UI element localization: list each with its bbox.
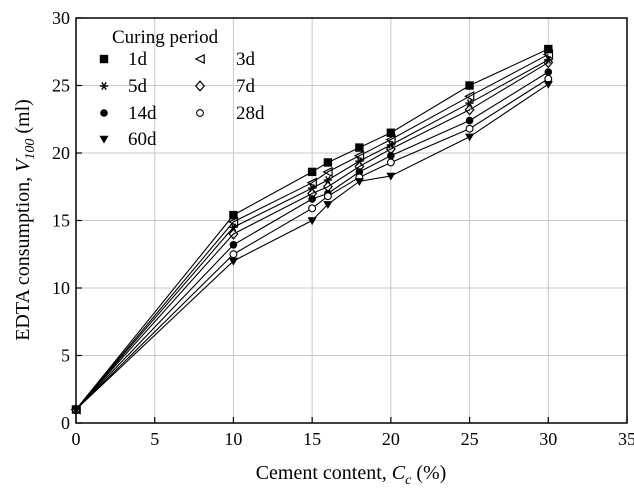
data-point-1d — [307, 167, 317, 177]
y-tick-label: 10 — [52, 278, 70, 298]
legend: Curing period 1d 3d 5d 7d 14d 28d 60d — [99, 27, 265, 150]
data-point-5d — [465, 99, 474, 108]
data-point-1d — [465, 81, 474, 90]
data-point-28d — [229, 250, 238, 259]
data-point-3d — [353, 150, 365, 161]
data-point-28d — [465, 124, 474, 133]
legend-label-5d: 5d — [128, 76, 148, 97]
series-lines — [75, 48, 549, 410]
data-point-3d — [385, 134, 396, 145]
y-tick-label: 5 — [61, 346, 70, 366]
data-point-1d — [355, 143, 364, 152]
data-point-5d — [323, 176, 333, 184]
legend-marker-5d — [99, 82, 109, 90]
series-line-14d — [75, 71, 549, 410]
legend-label-14d: 14d — [128, 103, 157, 124]
y-tick-label: 15 — [52, 211, 70, 231]
data-point-14d — [308, 195, 316, 203]
x-tick-label: 25 — [461, 429, 479, 449]
data-point-60d — [543, 80, 553, 89]
data-point-3d — [464, 91, 475, 102]
series-line-3d — [75, 53, 549, 410]
data-point-60d — [354, 178, 364, 186]
series-line-28d — [75, 78, 549, 410]
series-line-1d — [75, 48, 549, 410]
data-point-28d — [386, 158, 395, 167]
y-tick-label: 30 — [52, 8, 70, 28]
data-point-28d — [323, 192, 332, 201]
data-point-3d — [306, 177, 317, 188]
data-point-7d — [464, 104, 475, 116]
legend-label-28d: 28d — [236, 103, 265, 124]
data-point-1d — [323, 158, 333, 167]
data-point-1d — [544, 44, 553, 54]
x-tick-label: 20 — [382, 429, 400, 449]
data-point-14d — [544, 68, 553, 76]
series-line-60d — [75, 83, 549, 410]
data-point-14d — [465, 116, 474, 125]
legend-marker-1d — [99, 54, 109, 64]
data-point-14d — [355, 168, 364, 176]
legend-marker-3d — [194, 53, 205, 65]
x-tick-label: 30 — [539, 429, 557, 449]
legend-marker-7d — [195, 80, 205, 92]
data-point-7d — [543, 56, 554, 69]
legend-label-1d: 1d — [128, 49, 148, 70]
series-line-7d — [75, 62, 549, 410]
data-point-60d — [464, 133, 475, 142]
y-tick-label: 25 — [52, 76, 70, 96]
x-axis-label: Cement content, Cc (%) — [256, 462, 447, 488]
legend-title: Curing period — [112, 27, 219, 48]
data-point-60d — [323, 201, 333, 209]
series-line-5d — [75, 59, 549, 410]
y-tick-label: 20 — [52, 143, 70, 163]
data-point-14d — [229, 241, 238, 249]
axis-ticks: 0 5 10 15 20 25 30 35 0 5 10 15 20 25 30 — [52, 8, 634, 449]
data-point-60d — [386, 172, 396, 181]
data-point-3d — [322, 166, 333, 178]
legend-label-3d: 3d — [236, 49, 256, 70]
x-tick-label: 10 — [224, 429, 242, 449]
legend-label-7d: 7d — [236, 76, 256, 97]
data-point-28d — [308, 204, 317, 213]
data-point-60d — [307, 217, 317, 226]
legend-label-60d: 60d — [128, 129, 157, 150]
data-point-3d — [542, 49, 554, 60]
data-point-14d — [387, 151, 395, 160]
x-tick-label: 5 — [150, 429, 159, 449]
data-point-1d — [386, 128, 396, 137]
x-tick-label: 35 — [618, 429, 634, 449]
x-tick-label: 0 — [72, 429, 81, 449]
y-axis-label: EDTA consumption, V100 (ml) — [12, 99, 38, 341]
legend-marker-14d — [100, 109, 108, 117]
data-point-5d — [229, 223, 238, 232]
data-point-5d — [544, 55, 553, 64]
legend-marker-28d — [196, 109, 204, 117]
y-tick-label: 0 — [61, 413, 70, 433]
data-point-1d — [229, 210, 238, 220]
data-point-3d — [227, 216, 239, 228]
x-tick-label: 15 — [303, 429, 321, 449]
data-point-60d — [228, 257, 239, 266]
legend-marker-60d — [99, 135, 109, 144]
data-point-7d — [228, 228, 239, 240]
